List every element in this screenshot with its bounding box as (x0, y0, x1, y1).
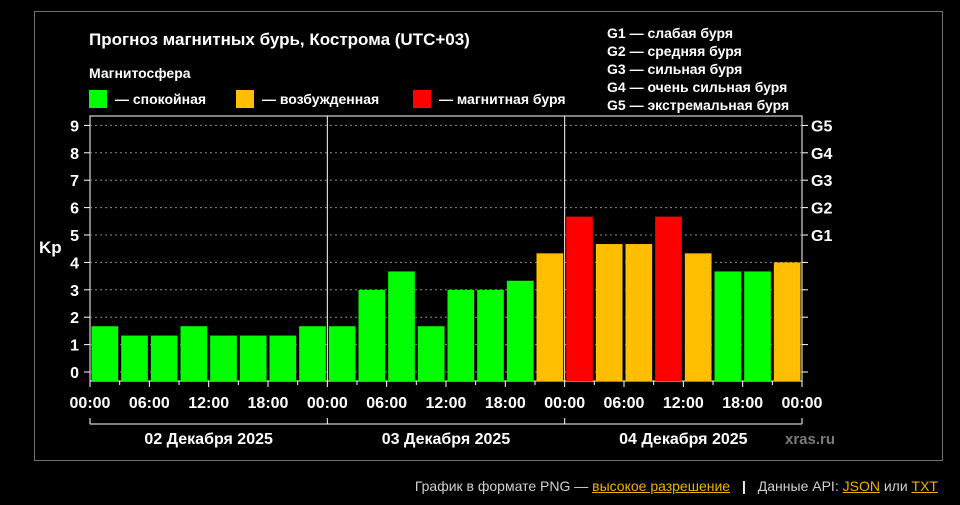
footer-prefix: График в формате PNG — (414, 478, 589, 494)
y-tick-label: 1 (70, 338, 79, 355)
bar-0 (91, 326, 119, 381)
bar-8 (328, 326, 356, 381)
bar-19 (655, 216, 682, 381)
bar-20 (684, 253, 712, 381)
storm-scale-1: G1 — слабая буря (607, 25, 733, 41)
bar-12 (447, 289, 475, 381)
bar-1 (121, 335, 148, 381)
legend-swatch-storm (413, 90, 431, 108)
bar-15 (536, 253, 564, 381)
x-tick-label: 12:00 (663, 395, 704, 412)
y-tick-label: 3 (70, 283, 79, 300)
bar-3 (180, 326, 208, 381)
hires-link[interactable]: высокое разрешение (592, 478, 731, 494)
legend-label-calm: — спокойная (115, 91, 206, 107)
right-tick-label-G2: G2 (811, 201, 832, 218)
y-axis-label: Kp (39, 238, 62, 257)
bar-17 (595, 244, 623, 381)
x-tick-label: 06:00 (366, 395, 407, 412)
y-tick-label: 8 (70, 146, 79, 163)
storm-scale-5: G5 — экстремальная буря (607, 97, 789, 113)
api-label: Данные API: (757, 478, 839, 494)
x-tick-label: 00:00 (544, 395, 585, 412)
x-tick-label: 18:00 (722, 395, 763, 412)
legend-label-excited: — возбужденная (262, 91, 379, 107)
bar-23 (773, 262, 801, 381)
right-tick-label-G5: G5 (811, 118, 832, 135)
legend-swatch-calm (89, 90, 107, 108)
bar-4 (210, 335, 237, 381)
y-tick-label: 0 (70, 365, 79, 382)
right-tick-label-G1: G1 (811, 228, 832, 245)
bar-18 (625, 244, 653, 381)
bar-11 (417, 326, 445, 381)
bar-14 (506, 280, 534, 381)
x-tick-label: 00:00 (307, 395, 348, 412)
x-tick-label: 12:00 (426, 395, 467, 412)
json-link[interactable]: JSON (842, 478, 880, 494)
y-tick-label: 9 (70, 118, 79, 135)
bar-9 (358, 289, 386, 381)
x-tick-label: 12:00 (188, 395, 229, 412)
bar-2 (150, 335, 178, 381)
x-tick-label: 18:00 (485, 395, 526, 412)
day-label: 03 Декабря 2025 (382, 431, 511, 448)
txt-link[interactable]: TXT (911, 478, 938, 494)
y-tick-label: 6 (70, 201, 79, 218)
kp-chart: Прогноз магнитных бурь, Кострома (UTC+03… (39, 25, 835, 448)
chart-title: Прогноз магнитных бурь, Кострома (UTC+03… (89, 30, 470, 49)
day-label: 02 Декабря 2025 (144, 431, 273, 448)
bar-13 (477, 289, 504, 381)
y-tick-label: 7 (70, 173, 79, 190)
bar-22 (744, 271, 771, 381)
bar-10 (388, 271, 415, 381)
y-tick-label: 2 (70, 310, 79, 327)
y-tick-label: 4 (70, 255, 79, 272)
x-tick-label: 18:00 (248, 395, 289, 412)
storm-scale-4: G4 — очень сильная буря (607, 79, 787, 95)
or-text: или (883, 478, 908, 494)
chart-frame: Прогноз магнитных бурь, Кострома (UTC+03… (34, 11, 943, 461)
right-tick-label-G3: G3 (811, 173, 832, 190)
x-tick-label: 00:00 (70, 395, 111, 412)
bar-7 (299, 326, 326, 381)
day-label: 04 Декабря 2025 (619, 431, 748, 448)
x-tick-label: 00:00 (782, 395, 823, 412)
bar-6 (269, 335, 297, 381)
bar-16 (566, 216, 593, 381)
storm-scale-3: G3 — сильная буря (607, 61, 742, 77)
right-tick-label-G4: G4 (811, 146, 832, 163)
legend-title: Магнитосфера (89, 65, 191, 81)
legend-label-storm: — магнитная буря (439, 91, 566, 107)
legend-swatch-excited (236, 90, 254, 108)
footer: График в формате PNG — высокое разрешени… (415, 478, 938, 494)
x-tick-label: 06:00 (129, 395, 170, 412)
watermark: xras.ru (785, 431, 835, 448)
bar-5 (239, 335, 267, 381)
footer-separator: | (741, 478, 746, 494)
storm-scale-2: G2 — средняя буря (607, 43, 742, 59)
bar-21 (714, 271, 742, 381)
y-tick-label: 5 (70, 228, 79, 245)
x-tick-label: 06:00 (604, 395, 645, 412)
